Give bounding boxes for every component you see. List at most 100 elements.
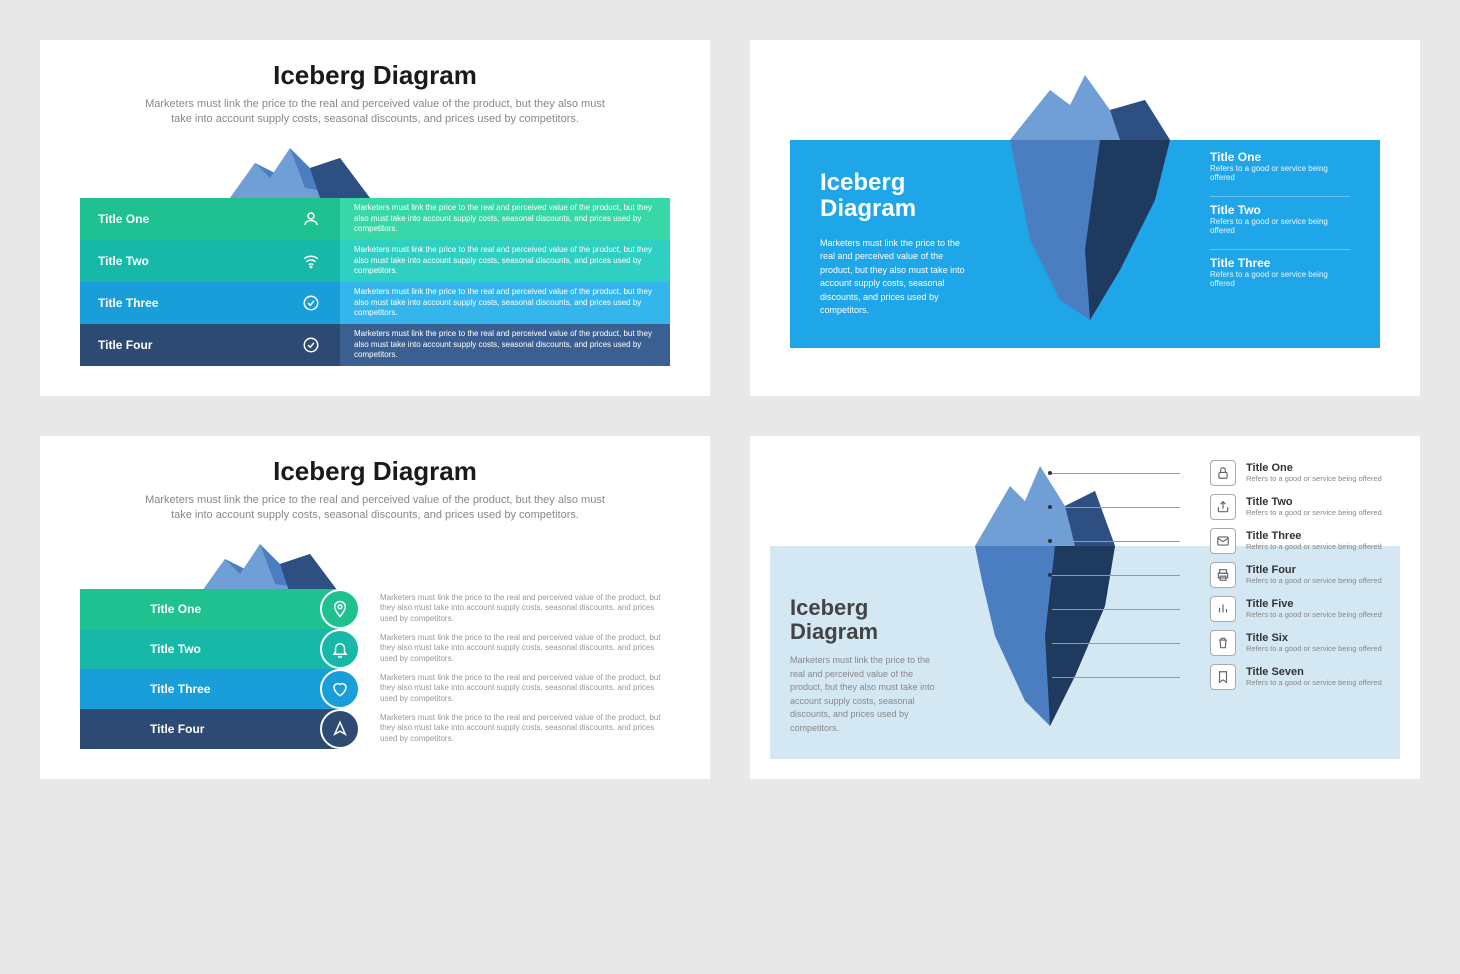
item-title: Title One	[1246, 462, 1382, 474]
slide3-row: Title Two Marketers must link the price …	[80, 629, 670, 669]
item-text: Title Six Refers to a good or service be…	[1246, 632, 1382, 653]
slide-2: IcebergDiagram Marketers must link the p…	[750, 40, 1420, 396]
item-title: Title Seven	[1246, 666, 1382, 678]
leader-dot	[1048, 641, 1052, 645]
leader-dot	[1048, 539, 1052, 543]
item-desc: Refers to a good or service being offere…	[1210, 164, 1350, 182]
item-desc: Refers to a good or service being offere…	[1246, 576, 1382, 585]
slide1-row: Title Two Marketers must link the price …	[80, 240, 670, 282]
leader-dot	[1048, 471, 1052, 475]
trash-icon	[1210, 630, 1236, 656]
slide4-item: Title Three Refers to a good or service …	[1210, 528, 1390, 554]
leader-line	[1050, 609, 1180, 610]
row-label-area: Title Four	[80, 324, 340, 366]
slide1-rows: Title One Marketers must link the price …	[80, 198, 670, 366]
row-label: Title One	[150, 602, 201, 616]
slide4-iceberg	[940, 456, 1140, 741]
item-desc: Refers to a good or service being offere…	[1246, 474, 1382, 483]
wifi-icon	[300, 250, 322, 272]
row-label-area: Title Two	[80, 240, 340, 282]
user-icon	[300, 208, 322, 230]
item-title: Title Four	[1246, 564, 1382, 576]
leader-line	[1050, 643, 1180, 644]
slides-grid: Iceberg Diagram Marketers must link the …	[40, 40, 1420, 779]
slide4-item: Title Four Refers to a good or service b…	[1210, 562, 1390, 588]
slide4-item: Title One Refers to a good or service be…	[1210, 460, 1390, 486]
slide2-iceberg	[970, 70, 1190, 335]
item-title: Title One	[1210, 150, 1350, 164]
item-desc: Refers to a good or service being offere…	[1246, 644, 1382, 653]
leader-dot	[1048, 675, 1052, 679]
arrow-icon	[320, 709, 360, 749]
iceberg-tip	[200, 138, 400, 198]
iceberg-tip	[170, 534, 370, 594]
leader-dot	[1048, 573, 1052, 577]
item-text: Title Five Refers to a good or service b…	[1246, 598, 1382, 619]
slide1-row: Title One Marketers must link the price …	[80, 198, 670, 240]
item-desc: Refers to a good or service being offere…	[1246, 610, 1382, 619]
slide4-items: Title One Refers to a good or service be…	[1210, 460, 1390, 698]
item-desc: Refers to a good or service being offere…	[1210, 217, 1350, 235]
row-desc: Marketers must link the price to the rea…	[340, 282, 670, 324]
row-pill: Title One	[80, 589, 340, 629]
print-icon	[1210, 562, 1236, 588]
row-desc: Marketers must link the price to the rea…	[340, 240, 670, 282]
item-text: Title Four Refers to a good or service b…	[1246, 564, 1382, 585]
slide1-subtitle: Marketers must link the price to the rea…	[135, 97, 615, 128]
check-icon	[300, 292, 322, 314]
leader-line	[1050, 473, 1180, 474]
row-label: Title Three	[150, 682, 210, 696]
leader-dot	[1048, 607, 1052, 611]
item-desc: Refers to a good or service being offere…	[1210, 270, 1350, 288]
row-label: Title Three	[98, 296, 158, 310]
slide2-subtitle: Marketers must link the price to the rea…	[820, 237, 970, 318]
item-text: Title Two Refers to a good or service be…	[1246, 496, 1382, 517]
row-desc: Marketers must link the price to the rea…	[340, 633, 670, 664]
item-title: Title Five	[1246, 598, 1382, 610]
leader-dot	[1048, 505, 1052, 509]
slide1-title: Iceberg Diagram	[80, 60, 670, 91]
slide2-item: Title TwoRefers to a good or service bei…	[1210, 196, 1350, 235]
row-pill: Title Four	[80, 709, 340, 749]
row-desc: Marketers must link the price to the rea…	[340, 673, 670, 704]
row-pill: Title Two	[80, 629, 340, 669]
item-desc: Refers to a good or service being offere…	[1246, 678, 1382, 687]
lock-icon	[1210, 460, 1236, 486]
slide3-row: Title One Marketers must link the price …	[80, 589, 670, 629]
item-title: Title Three	[1246, 530, 1382, 542]
item-title: Title Two	[1246, 496, 1382, 508]
item-text: Title One Refers to a good or service be…	[1246, 462, 1382, 483]
item-text: Title Three Refers to a good or service …	[1246, 530, 1382, 551]
row-label: Title Four	[150, 722, 204, 736]
row-desc: Marketers must link the price to the rea…	[340, 324, 670, 366]
row-desc: Marketers must link the price to the rea…	[340, 198, 670, 240]
heart-icon	[320, 669, 360, 709]
item-text: Title Seven Refers to a good or service …	[1246, 666, 1382, 687]
mail-icon	[1210, 528, 1236, 554]
slide2-item: Title ThreeRefers to a good or service b…	[1210, 249, 1350, 288]
slide3-subtitle: Marketers must link the price to the rea…	[135, 493, 615, 524]
tick-icon	[300, 334, 322, 356]
slide4-subtitle: Marketers must link the price to the rea…	[790, 654, 940, 735]
bars-icon	[1210, 596, 1236, 622]
slide3-row: Title Four Marketers must link the price…	[80, 709, 670, 749]
slide-3: Iceberg Diagram Marketers must link the …	[40, 436, 710, 779]
slide1-row: Title Four Marketers must link the price…	[80, 324, 670, 366]
row-label: Title One	[98, 212, 149, 226]
slide3-rows: Title One Marketers must link the price …	[80, 589, 670, 749]
slide-1: Iceberg Diagram Marketers must link the …	[40, 40, 710, 396]
bell-icon	[320, 629, 360, 669]
slide4-item: Title Five Refers to a good or service b…	[1210, 596, 1390, 622]
slide2-item: Title OneRefers to a good or service bei…	[1210, 150, 1350, 182]
row-label-area: Title Three	[80, 282, 340, 324]
slide2-banner: IcebergDiagram Marketers must link the p…	[790, 140, 1380, 348]
bookmark-icon	[1210, 664, 1236, 690]
item-title: Title Six	[1246, 632, 1382, 644]
slide4-item: Title Seven Refers to a good or service …	[1210, 664, 1390, 690]
leader-line	[1050, 677, 1180, 678]
slide4-item: Title Two Refers to a good or service be…	[1210, 494, 1390, 520]
item-title: Title Two	[1210, 203, 1350, 217]
slide-4: IcebergDiagram Marketers must link the p…	[750, 436, 1420, 779]
slide2-items: Title OneRefers to a good or service bei…	[1210, 150, 1350, 302]
item-title: Title Three	[1210, 256, 1350, 270]
